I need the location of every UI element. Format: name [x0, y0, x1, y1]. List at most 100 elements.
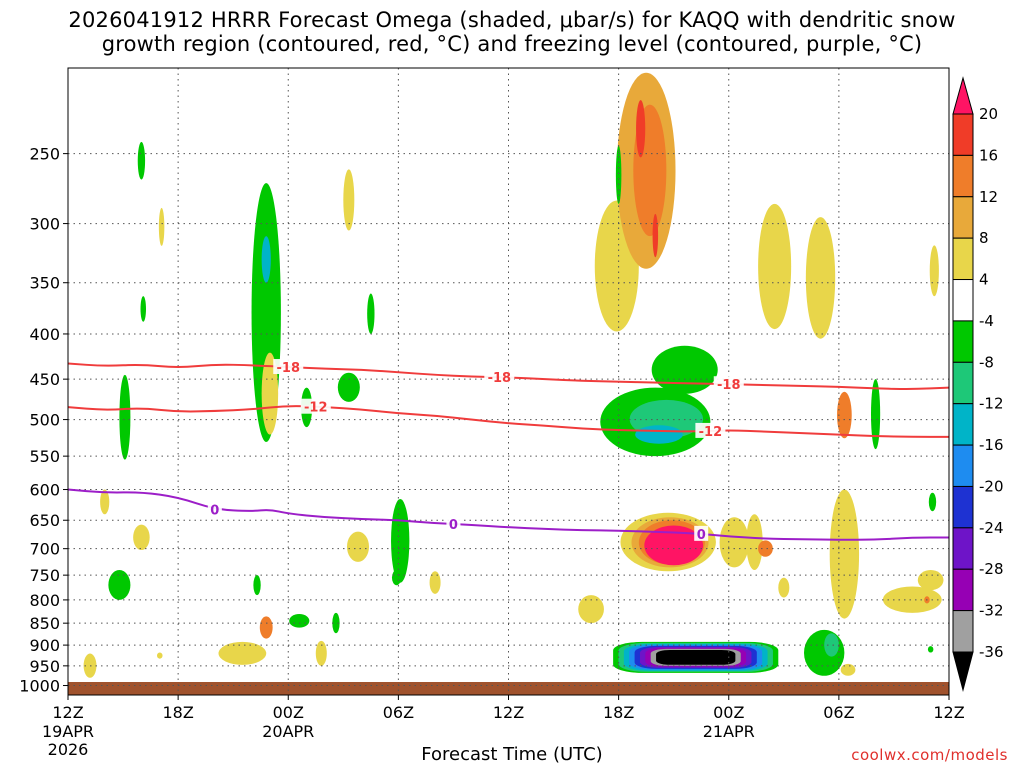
- colorbar-segment-8: [952, 444, 974, 487]
- omega-cell-53: [928, 492, 937, 512]
- omega-cell-26: [578, 595, 604, 624]
- colorbar-segment-7: [952, 403, 974, 446]
- x-axis-label: Forecast Time (UTC): [421, 744, 603, 765]
- omega-cell-41: [719, 517, 749, 568]
- colorbar-top-triangle: [952, 76, 974, 115]
- x-tick-8: 12Z: [933, 703, 964, 722]
- colorbar-segment-11: [952, 568, 974, 612]
- colorbar-segment-3: [952, 237, 974, 281]
- contour-label-bg-1-0: [300, 398, 331, 414]
- omega-cell-40: [644, 525, 704, 566]
- omega-shading: [83, 72, 944, 678]
- y-tick-250: 250: [29, 145, 60, 164]
- x-tick-6: 00Z: [713, 703, 744, 722]
- omega-cell-10: [253, 575, 261, 596]
- y-tick-400: 400: [29, 325, 60, 344]
- omega-cell-31: [652, 213, 659, 258]
- y-tick-450: 450: [29, 370, 60, 389]
- omega-cell-57: [824, 633, 839, 657]
- y-tick-900: 900: [29, 636, 60, 655]
- contour-label-0-2: -18: [717, 378, 741, 393]
- omega-cell-46: [805, 217, 836, 339]
- y-axis: 250 300 350 400 450 500 550 600 650 700 750 800 850 9…: [19, 145, 68, 696]
- contour-line-2: [68, 488, 949, 541]
- omega-cell-7: [158, 207, 165, 246]
- omega-cell-58: [840, 663, 856, 676]
- omega-cell-47: [829, 489, 860, 619]
- contour-label-2-0: 0: [210, 503, 219, 518]
- colorbar-label-13: -36: [979, 643, 1004, 661]
- omega-cell-8: [157, 652, 163, 659]
- colorbar-label-5: -4: [979, 312, 994, 330]
- omega-cell-54: [927, 646, 934, 653]
- omega-cell-51: [917, 569, 944, 591]
- y-tick-550: 550: [29, 447, 60, 466]
- x-tick-3: 06Z: [383, 703, 414, 722]
- y-tick-800: 800: [29, 591, 60, 610]
- omega-cell-11: [259, 616, 273, 639]
- x-tick-date-6: 21APR: [703, 722, 755, 741]
- omega-cell-24: [391, 499, 410, 583]
- x-tick-year-0: 2026: [48, 740, 89, 759]
- x-tick-date-0: 19APR: [42, 722, 94, 741]
- contour-label-bg-1-1: [695, 422, 726, 438]
- omega-cell-5: [137, 141, 146, 180]
- colorbar-label-3: 8: [979, 229, 989, 247]
- omega-cell-43: [758, 540, 773, 557]
- y-tick-650: 650: [29, 511, 60, 530]
- x-tick-2: 00Z: [273, 703, 304, 722]
- contour-label-1-1: -12: [699, 425, 723, 440]
- omega-cell-4: [133, 524, 150, 551]
- y-tick-300: 300: [29, 215, 60, 234]
- colorbar-label-12: -32: [979, 602, 1004, 620]
- colorbar: 20 16 12 8 4 -4 -8 -12 -16 -20 -24 -28 -32 -36: [952, 76, 1004, 692]
- contour-label-2-1: 0: [449, 518, 458, 533]
- x-tick-date-2: 20APR: [262, 722, 314, 741]
- y-tick-1000: 1000: [19, 677, 60, 696]
- temperature-contours: -18 -18 -18 -12 -12 0 0 0: [68, 359, 949, 543]
- omega-cell-48: [837, 391, 852, 439]
- omega-cell-15: [289, 614, 310, 628]
- omega-cell-3: [108, 569, 131, 600]
- colorbar-segment-10: [952, 527, 974, 570]
- colorbar-label-7: -12: [979, 395, 1004, 413]
- colorbar-segment-12: [952, 610, 974, 653]
- contour-label-2-2: 0: [697, 528, 706, 543]
- surface-ground: [68, 682, 949, 695]
- y-tick-500: 500: [29, 411, 60, 430]
- contour-label-bg-0-2: [713, 376, 744, 392]
- contour-label-bg-0-0: [273, 359, 304, 375]
- colorbar-bottom-triangle: [952, 651, 974, 692]
- y-tick-950: 950: [29, 657, 60, 676]
- omega-cell-45: [758, 203, 792, 330]
- omega-cell-22: [367, 293, 375, 334]
- colorbar-label-6: -8: [979, 353, 994, 371]
- colorbar-label-11: -28: [979, 560, 1004, 578]
- colorbar-segment-5: [952, 320, 974, 363]
- contour-label-bg-2-2: [694, 525, 709, 541]
- omega-cell-36: [635, 425, 683, 444]
- omega-cell-50: [882, 586, 942, 613]
- omega-cell-56: [804, 629, 845, 676]
- omega-cell-49: [870, 379, 881, 450]
- x-tick-5: 18Z: [603, 703, 634, 722]
- contour-line-1: [68, 405, 949, 438]
- colorbar-segment-1: [952, 154, 974, 198]
- grid-lines: [68, 68, 949, 695]
- y-tick-750: 750: [29, 566, 60, 585]
- omega-cell-6: [140, 296, 147, 322]
- x-tick-4: 12Z: [493, 703, 524, 722]
- omega-cell-34: [651, 345, 718, 394]
- colorbar-label-10: -24: [979, 519, 1004, 537]
- contour-label-0-1: -18: [488, 371, 512, 386]
- omega-cell-19: [337, 372, 360, 402]
- omega-cell-32: [615, 145, 622, 204]
- omega-cell-21: [343, 169, 355, 231]
- source-credit: coolwx.com/models: [851, 746, 1008, 764]
- x-tick-7: 06Z: [823, 703, 854, 722]
- omega-cell-25: [429, 571, 441, 594]
- colorbar-label-0: 20: [979, 105, 998, 123]
- colorbar-segment-2: [952, 196, 974, 239]
- omega-cell-9: [218, 641, 267, 665]
